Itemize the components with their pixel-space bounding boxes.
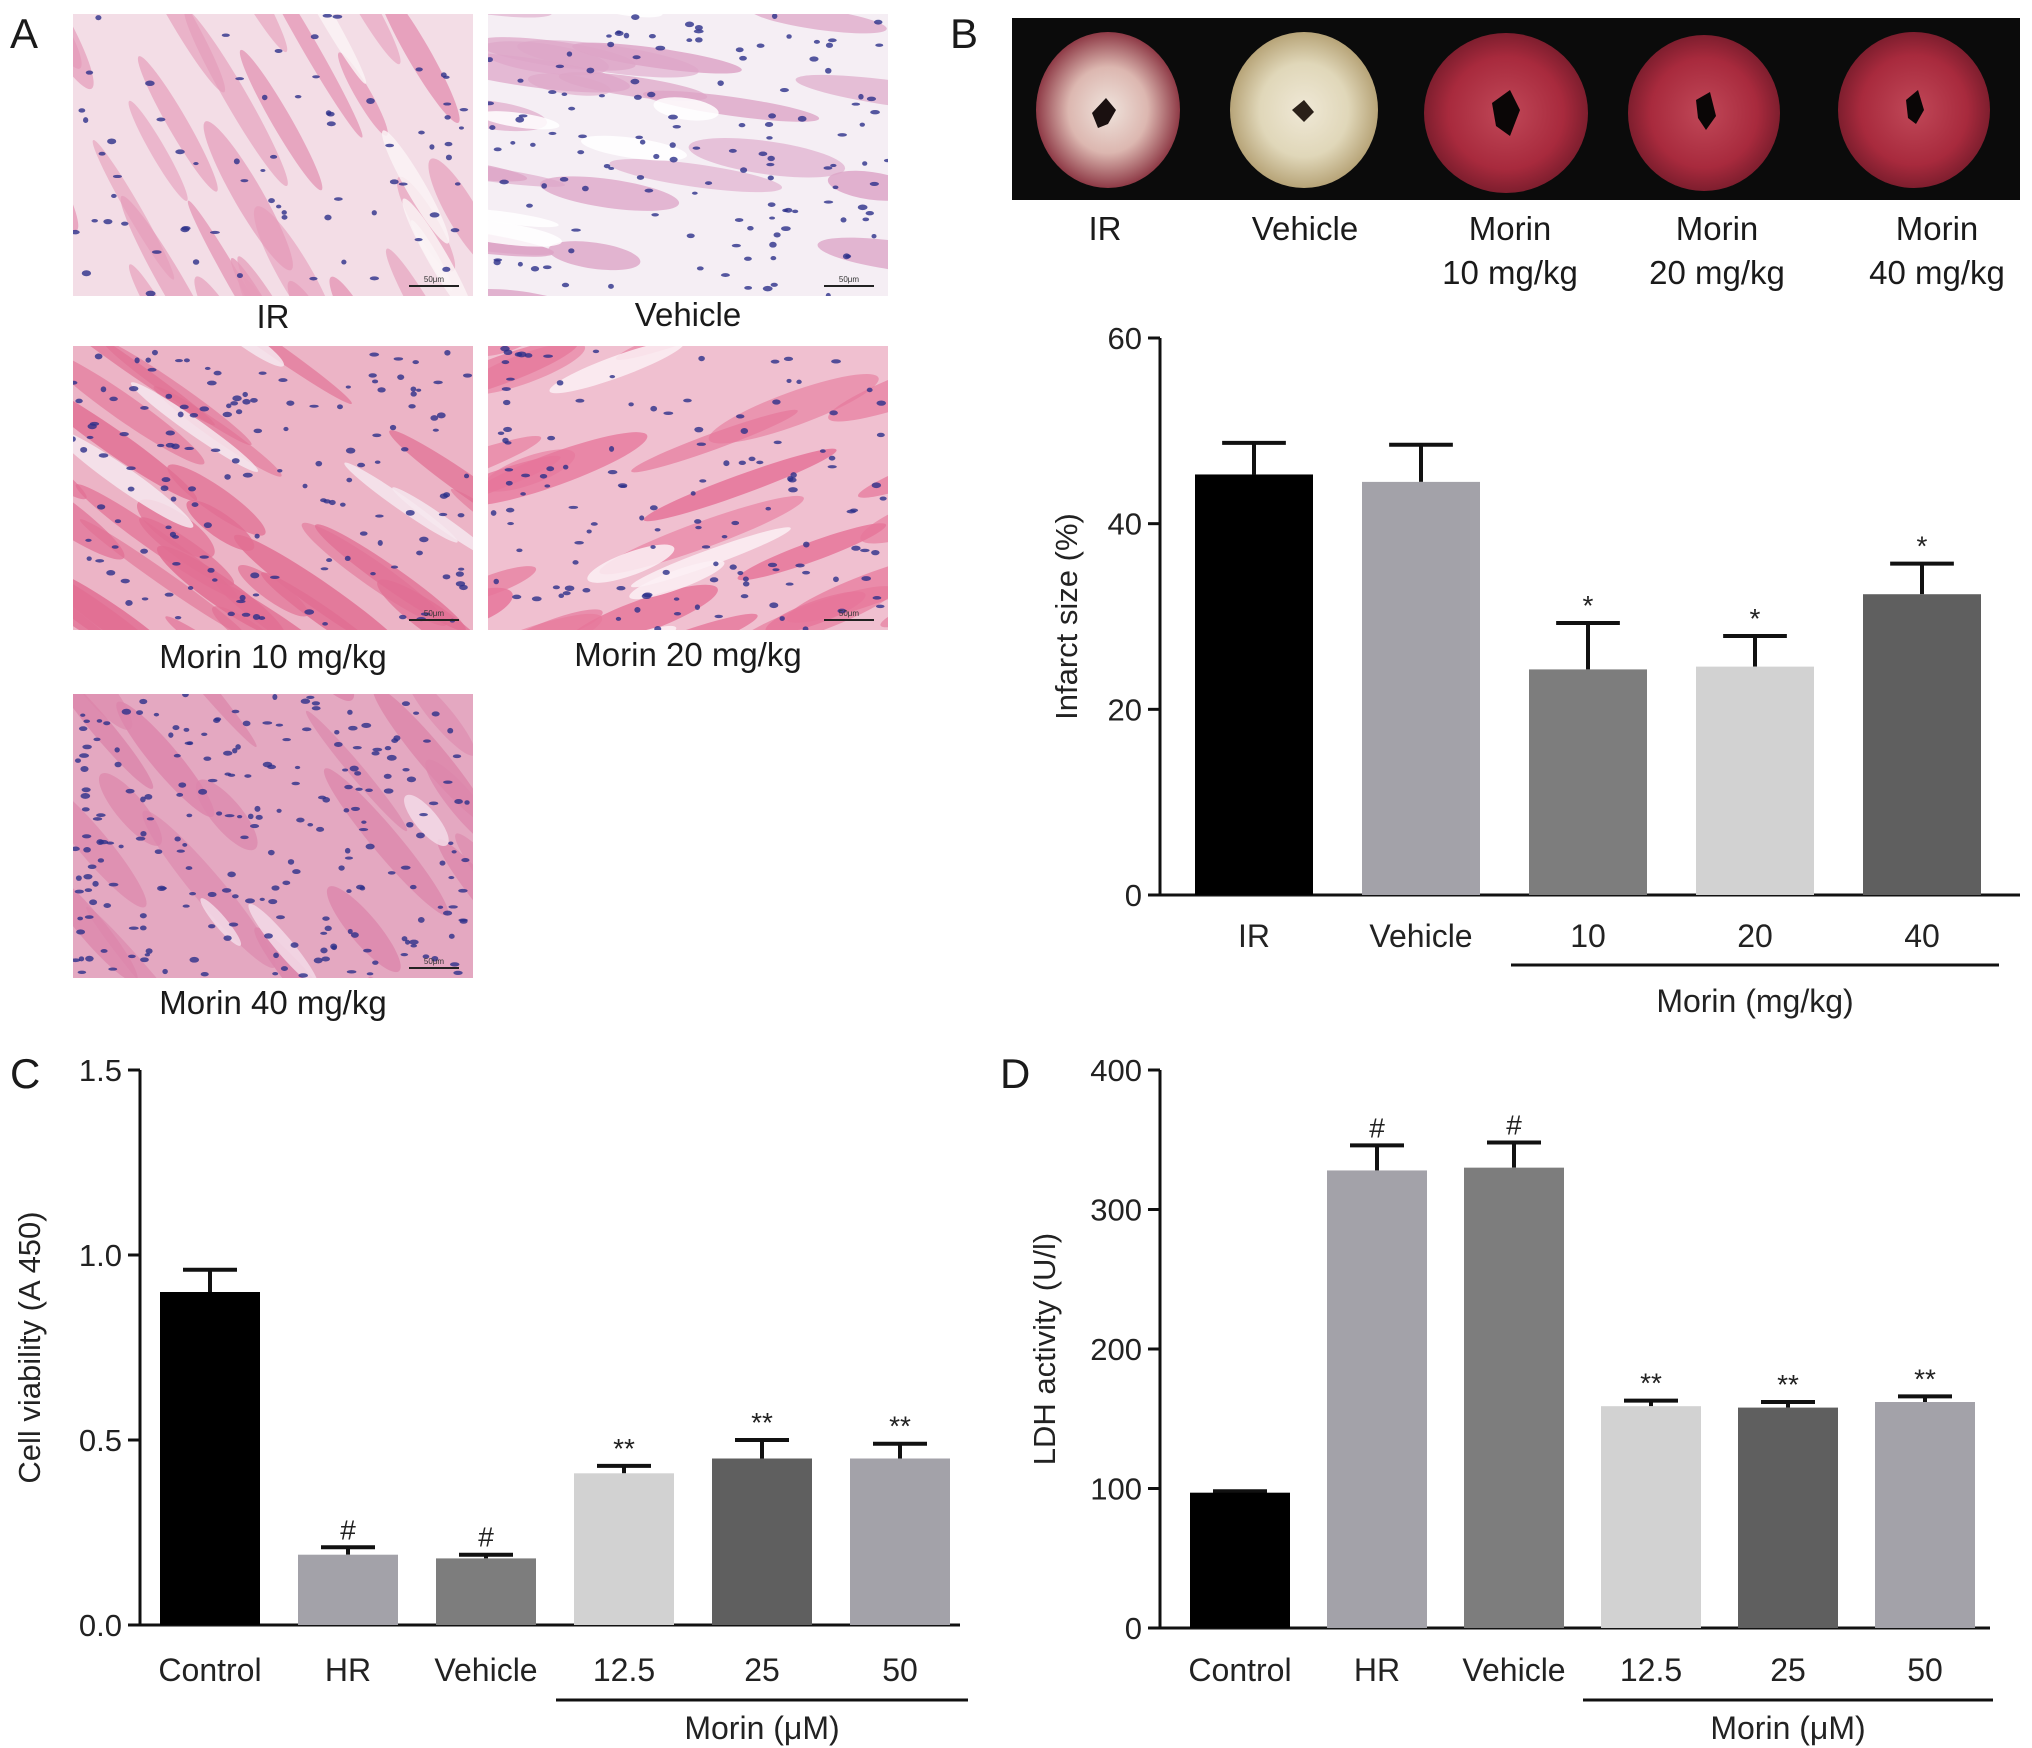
chart-c-bar-1 <box>298 1554 398 1625</box>
chart-c-bar-2 <box>436 1558 536 1625</box>
chart-d-bar-5 <box>1875 1402 1975 1628</box>
chart-b-y-tick-label: 40 <box>1108 507 1142 542</box>
chart-c-bar-0 <box>160 1292 260 1625</box>
panel-letter-b: B <box>950 10 979 57</box>
chart-b-significance-marker: * <box>1750 603 1761 634</box>
chart-c-x-tick-label: 12.5 <box>593 1652 655 1688</box>
chart-d-y-tick-label: 0 <box>1125 1611 1142 1646</box>
chart-c-x-tick-label: Control <box>158 1652 261 1688</box>
chart-d-x-tick-label: 25 <box>1770 1652 1806 1688</box>
chart-b-bar-4 <box>1863 594 1981 895</box>
heart-slices-photo <box>1012 18 2020 200</box>
micrograph-morin-40: 50μm <box>73 694 473 978</box>
chart-b-x-tick-label: 20 <box>1737 918 1773 954</box>
chart-c-y-tick-label: 1.0 <box>79 1238 122 1273</box>
micrograph-vehicle: 50μm <box>488 14 888 296</box>
chart-d-bar-4 <box>1738 1407 1838 1628</box>
chart-b-bar-3 <box>1696 666 1814 895</box>
chart-d-bar-2 <box>1464 1167 1564 1628</box>
chart-c-x-tick-label: Vehicle <box>434 1652 537 1688</box>
chart-d-y-tick-label: 400 <box>1090 1053 1142 1088</box>
chart-b-bar-1 <box>1362 481 1480 895</box>
scale-bar-label: 50μm <box>424 957 445 966</box>
chart-d-x-tick-label: Control <box>1188 1652 1291 1688</box>
chart-b-significance-marker: * <box>1917 531 1928 562</box>
photo-label-morin-10-dose: 10 mg/kg <box>1442 254 1578 291</box>
chart-b-x-tick-label: 10 <box>1570 918 1606 954</box>
chart-c-significance-marker: # <box>478 1522 494 1553</box>
chart-c-y-tick-label: 1.5 <box>79 1053 122 1088</box>
chart-b-significance-marker: * <box>1583 590 1594 621</box>
chart-c-significance-marker: # <box>340 1514 356 1545</box>
chart-c-bar-3 <box>574 1473 674 1625</box>
chart-c-significance-marker: ** <box>889 1411 911 1442</box>
chart-d-y-tick-label: 200 <box>1090 1332 1142 1367</box>
chart-b-y-tick-label: 0 <box>1125 878 1142 913</box>
chart-b-x-tick-label: IR <box>1238 918 1270 954</box>
chart-b-y-axis-label: Infarct size (%) <box>1049 513 1084 720</box>
chart-c-group-label: Morin (μM) <box>684 1710 839 1746</box>
photo-label-morin-40-dose: 40 mg/kg <box>1869 254 2005 291</box>
chart-b-y-tick-label: 60 <box>1108 321 1142 356</box>
photo-label-vehicle: Vehicle <box>1251 210 1359 247</box>
chart-c-x-tick-label: 50 <box>882 1652 918 1688</box>
chart-c-significance-marker: ** <box>613 1433 635 1464</box>
panel-letter-a: A <box>10 10 39 57</box>
chart-d-x-tick-label: HR <box>1354 1652 1400 1688</box>
micrograph-ir: 50μm <box>73 14 473 296</box>
chart-b-x-tick-label: 40 <box>1904 918 1940 954</box>
chart-d-x-tick-label: 12.5 <box>1620 1652 1682 1688</box>
chart-d-x-tick-label: Vehicle <box>1462 1652 1565 1688</box>
micrograph-morin-10: 50μm <box>73 346 473 630</box>
chart-d-significance-marker: ** <box>1914 1363 1936 1394</box>
chart-d-x-tick-label: 50 <box>1907 1652 1943 1688</box>
chart-c-y-tick-label: 0.0 <box>79 1608 122 1643</box>
chart-b-x-tick-label: Vehicle <box>1369 918 1472 954</box>
photo-label-morin-40-name: Morin <box>1895 210 1979 247</box>
scale-bar-label: 50μm <box>839 609 860 618</box>
caption-morin-10: Morin 10 mg/kg <box>159 638 387 675</box>
chart-d-y-axis-label: LDH activity (U/l) <box>1027 1233 1062 1466</box>
panel-letter-c: C <box>10 1050 41 1097</box>
chart-c-bar-5 <box>850 1458 950 1625</box>
chart-b-group-label: Morin (mg/kg) <box>1656 983 1853 1019</box>
chart-c-significance-marker: ** <box>751 1407 773 1438</box>
photo-label-ir: IR <box>1088 210 1122 247</box>
chart-c-y-axis-label: Cell viability (A 450) <box>12 1211 47 1483</box>
chart-d-bar-1 <box>1327 1170 1427 1628</box>
caption-morin-20: Morin 20 mg/kg <box>574 636 802 673</box>
scale-bar-label: 50μm <box>424 609 445 618</box>
chart-d-y-tick-label: 300 <box>1090 1193 1142 1228</box>
chart-d-bar-3 <box>1601 1406 1701 1628</box>
photo-label-morin-20-name: Morin <box>1675 210 1759 247</box>
micrograph-morin-20: 50μm <box>488 346 888 630</box>
chart-c-x-tick-label: HR <box>325 1652 371 1688</box>
caption-morin-40: Morin 40 mg/kg <box>159 984 387 1021</box>
chart-d-group-label: Morin (μM) <box>1710 1710 1865 1746</box>
chart-d-bar-0 <box>1190 1492 1290 1628</box>
caption-vehicle: Vehicle <box>634 296 742 333</box>
chart-c-x-tick-label: 25 <box>744 1652 780 1688</box>
chart-d-significance-marker: # <box>1506 1110 1522 1141</box>
panel-letter-d: D <box>1000 1050 1031 1097</box>
photo-label-morin-20-dose: 20 mg/kg <box>1649 254 1785 291</box>
chart-b-bar-2 <box>1529 669 1647 895</box>
scale-bar-label: 50μm <box>424 275 445 284</box>
chart-d-significance-marker: ** <box>1777 1369 1799 1400</box>
scale-bar-label: 50μm <box>839 275 860 284</box>
chart-d-y-tick-label: 100 <box>1090 1472 1142 1507</box>
chart-d-significance-marker: ** <box>1640 1368 1662 1399</box>
chart-c-bar-4 <box>712 1458 812 1625</box>
chart-d-significance-marker: # <box>1369 1112 1385 1143</box>
caption-ir: IR <box>256 298 290 335</box>
chart-c-y-tick-label: 0.5 <box>79 1423 122 1458</box>
photo-label-morin-10-name: Morin <box>1468 210 1552 247</box>
chart-b-y-tick-label: 20 <box>1108 692 1142 727</box>
chart-b-bar-0 <box>1195 474 1313 895</box>
